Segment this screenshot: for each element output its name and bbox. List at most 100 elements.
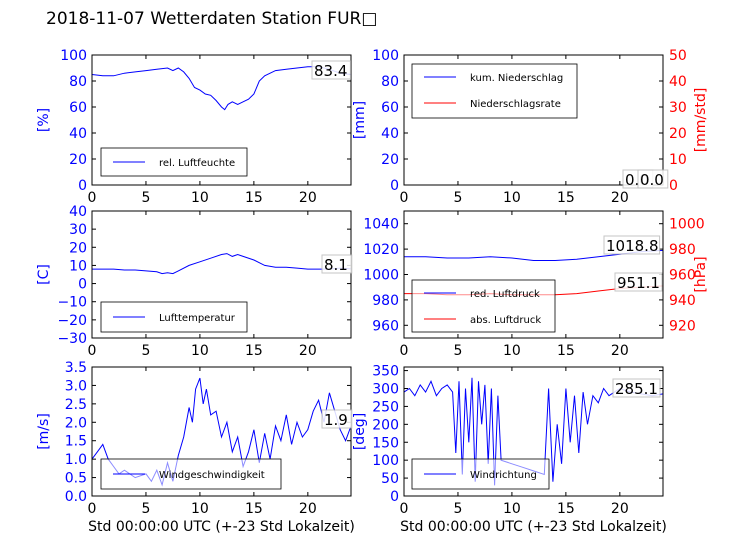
x-tick-label: 10 — [503, 343, 521, 359]
y-tick-label: 80 — [69, 74, 87, 90]
legend-entry: red. Luftdruck — [470, 289, 540, 300]
y-axis-label: [%] — [36, 108, 52, 132]
y-tick-label: 0 — [78, 277, 87, 293]
plot-frame — [91, 54, 352, 186]
legend-entry: Lufttemperatur — [159, 313, 236, 324]
legend-entry: Windgeschwindigkeit — [159, 470, 265, 481]
y-tick-label: 1040 — [363, 217, 399, 233]
x-tick-label: 0 — [400, 501, 409, 517]
x-tick-label: 10 — [503, 501, 521, 517]
figure-title: 2018-11-07 Wetterdaten Station FUR□ — [46, 9, 378, 29]
plot-frame — [403, 54, 664, 186]
y2-tick-label: 960 — [669, 268, 696, 284]
legend-entry: Windrichtung — [470, 470, 537, 481]
legend: kum. Niederschlag Niederschlagsrate — [411, 63, 578, 119]
x-tick-label: 0 — [88, 190, 97, 206]
y-tick-label: 40 — [69, 126, 87, 142]
series-line-lufttemperatur — [92, 253, 352, 275]
y-tick-label: 2.0 — [65, 415, 87, 431]
x-tick-label: 20 — [611, 501, 629, 517]
y-tick-label: 1020 — [363, 242, 399, 258]
y2-axis-label: [mm/std] — [693, 88, 709, 153]
value-badge-box — [614, 272, 663, 292]
y2-tick-label: 50 — [669, 48, 687, 64]
y2-tick-label: 940 — [669, 293, 696, 309]
y-tick-label: 60 — [69, 100, 87, 116]
legend-box — [100, 458, 282, 490]
value-badge-box — [311, 60, 351, 80]
x-tick-label: 15 — [245, 190, 263, 206]
x-axis-label: Std 00:00:00 UTC (+-23 Std Lokalzeit) — [400, 519, 667, 535]
value-badge-box — [612, 378, 661, 398]
y-tick-label: 0.5 — [65, 471, 87, 487]
y-axis-label: [mm] — [352, 101, 368, 139]
x-tick-label: 10 — [191, 343, 209, 359]
x-tick-label: 20 — [299, 343, 317, 359]
y-tick-label: 50 — [381, 471, 399, 487]
y-tick-label: 10 — [69, 258, 87, 274]
x-tick-label: 20 — [611, 190, 629, 206]
legend: red. Luftdruck abs. Luftdruck — [411, 279, 556, 333]
x-axis-label: Std 00:00:00 UTC (+-23 Std Lokalzeit) — [88, 519, 355, 535]
current-value-label: 8.1 — [324, 256, 348, 274]
x-tick-label: 5 — [141, 190, 150, 206]
y-tick-label: 20 — [69, 152, 87, 168]
y-tick-label: 200 — [372, 417, 399, 433]
y-tick-label: 0 — [78, 178, 87, 194]
y-tick-label: 20 — [69, 240, 87, 256]
y2-tick-label: 40 — [669, 74, 687, 90]
value-badge-box — [321, 409, 353, 429]
legend: Windgeschwindigkeit — [100, 458, 282, 490]
y-tick-label: 350 — [372, 364, 399, 380]
y-tick-label: −10 — [57, 295, 87, 311]
x-tick-label: 0 — [88, 501, 97, 517]
x-tick-label: 0 — [400, 343, 409, 359]
y-tick-label: 0 — [390, 489, 399, 505]
x-tick-label: 5 — [453, 190, 462, 206]
y2-axis-label: [hPa] — [693, 256, 709, 292]
y-tick-label: 3.0 — [65, 378, 87, 394]
x-tick-label: 0 — [400, 190, 409, 206]
current-value-label: 1018.8 — [606, 237, 659, 255]
legend: rel. Luftfeuchte — [100, 147, 248, 177]
y-tick-label: 1.5 — [65, 434, 87, 450]
y-tick-label: 100 — [372, 453, 399, 469]
y-tick-label: −30 — [57, 331, 87, 347]
legend-entry: kum. Niederschlag — [470, 73, 563, 84]
legend-entry: Niederschlagsrate — [470, 99, 561, 110]
legend: Lufttemperatur — [100, 301, 248, 333]
y-axis-label: [deg] — [352, 413, 368, 450]
y2-tick-label: 980 — [669, 242, 696, 258]
y2-tick-label: 30 — [669, 100, 687, 116]
plot-frame — [403, 366, 664, 497]
y-tick-label: 100 — [60, 48, 87, 64]
panel-pressure: 0 5 10 15 20 960 980 1000 1020 1040 920 940 960 980 10… — [363, 210, 709, 359]
plot-frame — [91, 366, 352, 497]
y2-tick-label: 0 — [669, 178, 678, 194]
y-tick-label: 2.5 — [65, 397, 87, 413]
y-tick-label: 30 — [69, 222, 87, 238]
y-tick-label: 980 — [372, 293, 399, 309]
x-tick-label: 15 — [557, 343, 575, 359]
legend-box — [411, 63, 578, 119]
current-value-label: 285.1 — [615, 380, 658, 398]
x-tick-label: 5 — [453, 501, 462, 517]
y-axis-label: [C] — [36, 264, 52, 285]
y-tick-label: 40 — [69, 204, 87, 220]
x-tick-label: 20 — [611, 343, 629, 359]
y-axis-label: [m/s] — [36, 413, 52, 450]
y2-tick-label: 20 — [669, 126, 687, 142]
y-tick-label: −20 — [57, 313, 87, 329]
panel-wind-speed: 0 5 10 15 20 0.0 0.5 1.0 1.5 2.0 2.5 3.0 3.5 [m/s] Std… — [36, 360, 355, 535]
plot-frame — [91, 210, 352, 339]
y-tick-label: 1000 — [363, 268, 399, 284]
panel-humidity: 0 5 10 15 20 0 20 40 60 80 100 [%] 83.4 rel. Luftfeuc… — [36, 48, 352, 206]
x-tick-label: 15 — [245, 501, 263, 517]
legend-box — [411, 279, 556, 333]
y-tick-label: 3.5 — [65, 360, 87, 376]
y-tick-label: 250 — [372, 399, 399, 415]
x-tick-label: 20 — [299, 501, 317, 517]
current-value-label: 0.0 — [640, 171, 664, 189]
x-tick-label: 15 — [557, 501, 575, 517]
x-tick-label: 0 — [88, 343, 97, 359]
